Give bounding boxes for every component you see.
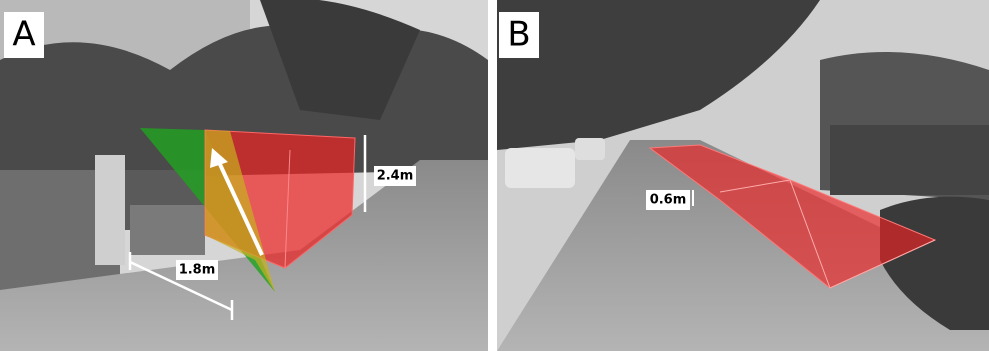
measurement-label: 1.8m (179, 263, 216, 278)
car (575, 138, 605, 160)
car (505, 148, 575, 188)
bins (130, 205, 205, 255)
hedge (830, 125, 989, 195)
figure: 2.4m 1.8m A 0.6m B (0, 0, 989, 351)
pillar (95, 155, 125, 265)
measurement-label: 0.6m (650, 193, 687, 208)
panel-label: B (507, 15, 530, 55)
panel-label: A (12, 15, 35, 55)
measurement-label: 2.4m (377, 169, 414, 184)
